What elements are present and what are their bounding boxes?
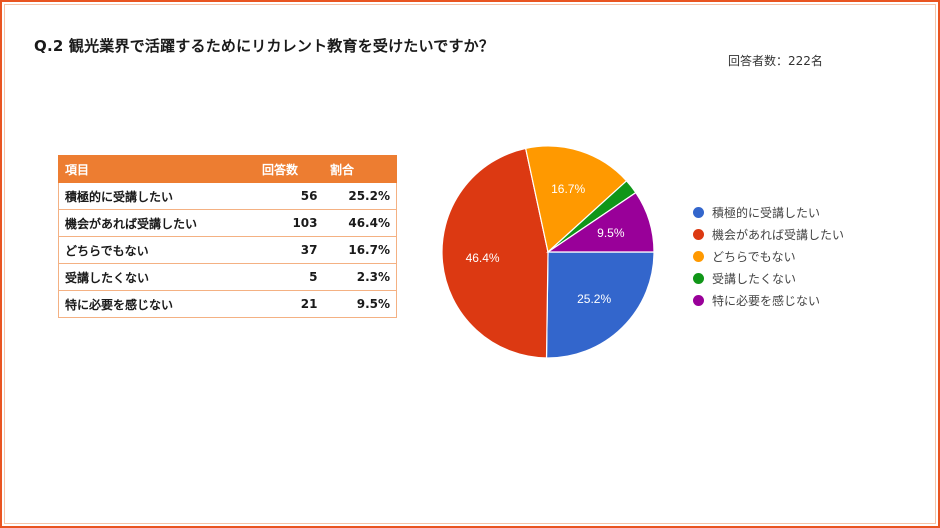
legend-dot-icon — [693, 250, 704, 262]
legend-label: どちらでもない — [712, 249, 796, 264]
header-count: 回答数 — [255, 155, 324, 183]
row-count: 5 — [255, 263, 324, 291]
row-count: 21 — [255, 290, 324, 318]
table-row: 特に必要を感じない 21 9.5% — [58, 290, 397, 318]
table-row: 積極的に受講したい 56 25.2% — [58, 182, 397, 210]
legend-item: 受講したくない — [693, 267, 844, 289]
legend-item: 機会があれば受講したい — [693, 223, 844, 245]
pie-slice-label: 25.2% — [577, 291, 612, 306]
row-count: 103 — [255, 209, 324, 237]
chart-legend: 積極的に受講したい 機会があれば受講したい どちらでもない 受講したくない 特に… — [693, 201, 844, 311]
respondent-count: 回答者数：222名 — [728, 54, 823, 68]
legend-label: 積極的に受講したい — [712, 205, 821, 220]
table-row: 機会があれば受講したい 103 46.4% — [58, 209, 397, 237]
row-item: 特に必要を感じない — [58, 290, 256, 318]
row-item: 機会があれば受講したい — [58, 209, 256, 237]
pie-slice — [524, 145, 628, 254]
row-ratio: 2.3% — [323, 263, 397, 291]
question-title: Q.2 観光業界で活躍するためにリカレント教育を受けたいですか？ — [34, 37, 495, 55]
table-row: どちらでもない 37 16.7% — [58, 236, 397, 264]
row-item: 受講したくない — [58, 263, 256, 291]
legend-label: 機会があれば受講したい — [712, 227, 845, 242]
legend-item: どちらでもない — [693, 245, 844, 267]
table-header-row: 項目 回答数 割合 — [58, 155, 397, 183]
legend-dot-icon — [693, 228, 704, 240]
slide-inner-border — [4, 4, 936, 524]
pie-slice — [545, 251, 655, 359]
legend-dot-icon — [693, 294, 704, 306]
legend-label: 受講したくない — [712, 271, 797, 286]
pie-svg — [441, 145, 655, 359]
legend-dot-icon — [693, 272, 704, 284]
row-ratio: 25.2% — [323, 182, 397, 210]
row-item: 積極的に受講したい — [58, 182, 256, 210]
row-ratio: 46.4% — [323, 209, 397, 237]
pie-slice — [546, 191, 655, 253]
pie-slice-label: 46.4% — [465, 251, 500, 266]
row-ratio: 16.7% — [323, 236, 397, 264]
pie-chart: 25.2% 46.4% 16.7% 9.5% — [441, 145, 655, 359]
header-ratio: 割合 — [323, 155, 397, 183]
row-count: 56 — [255, 182, 324, 210]
legend-item: 特に必要を感じない — [693, 289, 844, 311]
pie-slice-label: 16.7% — [551, 182, 586, 197]
legend-item: 積極的に受講したい — [693, 201, 844, 223]
results-table: 項目 回答数 割合 積極的に受講したい 56 25.2% 機会があれば受講したい… — [58, 155, 397, 318]
row-ratio: 9.5% — [323, 290, 397, 318]
table-row: 受講したくない 5 2.3% — [58, 263, 397, 291]
row-item: どちらでもない — [58, 236, 256, 264]
pie-slice — [441, 147, 549, 359]
row-count: 37 — [255, 236, 324, 264]
legend-label: 特に必要を感じない — [712, 293, 821, 308]
legend-dot-icon — [693, 206, 704, 218]
pie-slice-label: 9.5% — [597, 225, 625, 240]
header-item: 項目 — [58, 155, 256, 183]
